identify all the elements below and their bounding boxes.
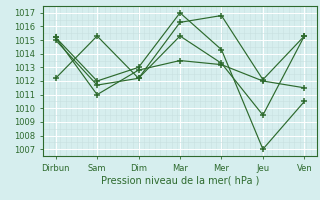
X-axis label: Pression niveau de la mer( hPa ): Pression niveau de la mer( hPa ) bbox=[101, 175, 259, 185]
